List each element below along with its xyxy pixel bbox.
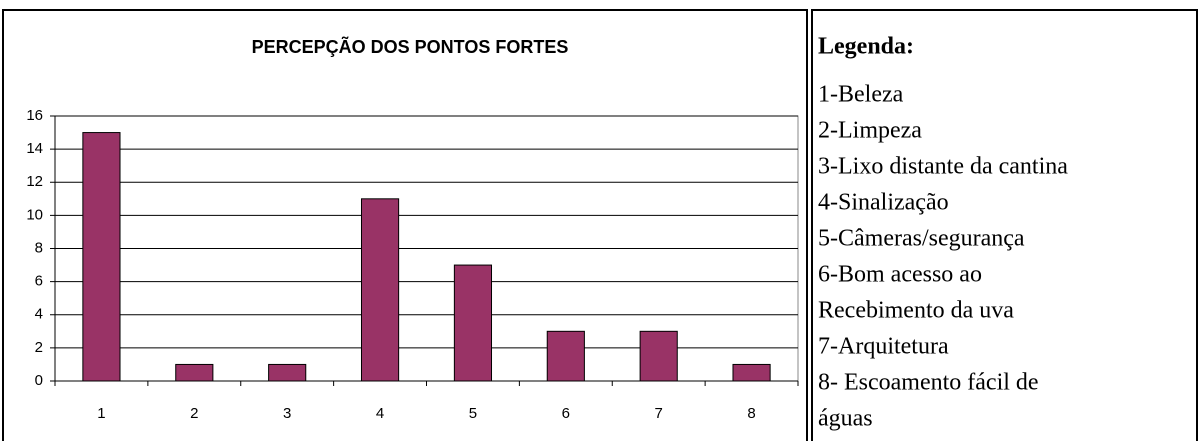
bar bbox=[453, 264, 493, 382]
x-tick-label: 4 bbox=[376, 405, 384, 422]
y-tick-label: 4 bbox=[35, 306, 43, 323]
legend-item: 7-Arquitetura bbox=[818, 334, 949, 360]
bar bbox=[268, 363, 307, 382]
bar bbox=[175, 363, 214, 382]
legend-item: 2-Limpeza bbox=[818, 118, 922, 144]
legend-item: 3-Lixo distante da cantina bbox=[818, 154, 1068, 180]
x-tick-label: 2 bbox=[190, 405, 198, 422]
bar bbox=[732, 363, 771, 382]
bar bbox=[360, 198, 400, 382]
legend-item: 1-Beleza bbox=[818, 82, 904, 108]
y-tick-label: 2 bbox=[35, 339, 43, 356]
y-tick-label: 10 bbox=[26, 206, 43, 223]
legend-title: Legenda: bbox=[818, 34, 914, 60]
x-tick-label: 3 bbox=[283, 405, 291, 422]
y-tick-label: 0 bbox=[35, 372, 43, 389]
legend-item: Recebimento da uva bbox=[818, 298, 1014, 324]
x-tick-label: 8 bbox=[747, 405, 755, 422]
x-tick-label: 1 bbox=[97, 405, 105, 422]
y-tick-label: 8 bbox=[35, 239, 43, 256]
y-tick-label: 12 bbox=[26, 173, 43, 190]
bar bbox=[82, 132, 121, 382]
y-tick-label: 6 bbox=[35, 273, 43, 290]
y-tick-label: 14 bbox=[26, 140, 43, 157]
legend-item: 5-Câmeras/segurança bbox=[818, 226, 1025, 252]
x-tick-label: 5 bbox=[469, 405, 477, 422]
bar bbox=[546, 330, 585, 382]
x-tick-label: 6 bbox=[562, 405, 570, 422]
legend-item: 6-Bom acesso ao bbox=[818, 262, 982, 288]
chart-border bbox=[2, 9, 808, 441]
y-tick-label: 16 bbox=[26, 107, 43, 124]
legend-item: 8- Escoamento fácil de bbox=[818, 370, 1039, 396]
chart-title: PERCEPÇÃO DOS PONTOS FORTES bbox=[252, 36, 569, 57]
legend-border bbox=[811, 9, 1198, 441]
x-tick-label: 7 bbox=[655, 405, 663, 422]
legend-item: águas bbox=[818, 406, 873, 432]
bar bbox=[639, 330, 678, 382]
legend-item: 4-Sinalização bbox=[818, 190, 949, 216]
